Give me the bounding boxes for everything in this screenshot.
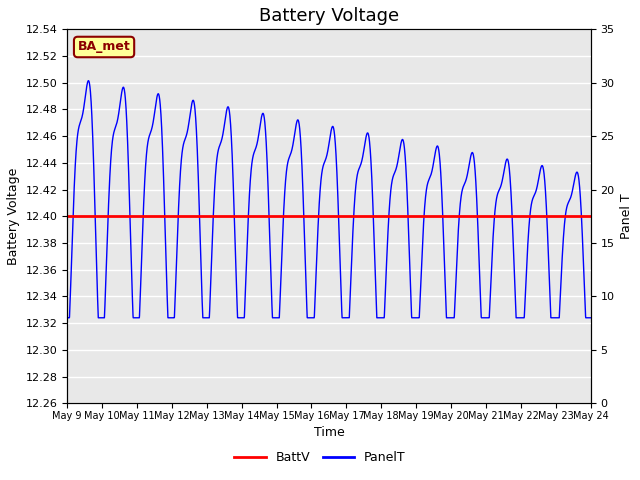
X-axis label: Time: Time	[314, 426, 344, 440]
Y-axis label: Panel T: Panel T	[620, 193, 633, 239]
Legend: BattV, PanelT: BattV, PanelT	[229, 446, 411, 469]
Text: BA_met: BA_met	[77, 40, 131, 53]
Title: Battery Voltage: Battery Voltage	[259, 7, 399, 25]
Y-axis label: Battery Voltage: Battery Voltage	[7, 168, 20, 265]
